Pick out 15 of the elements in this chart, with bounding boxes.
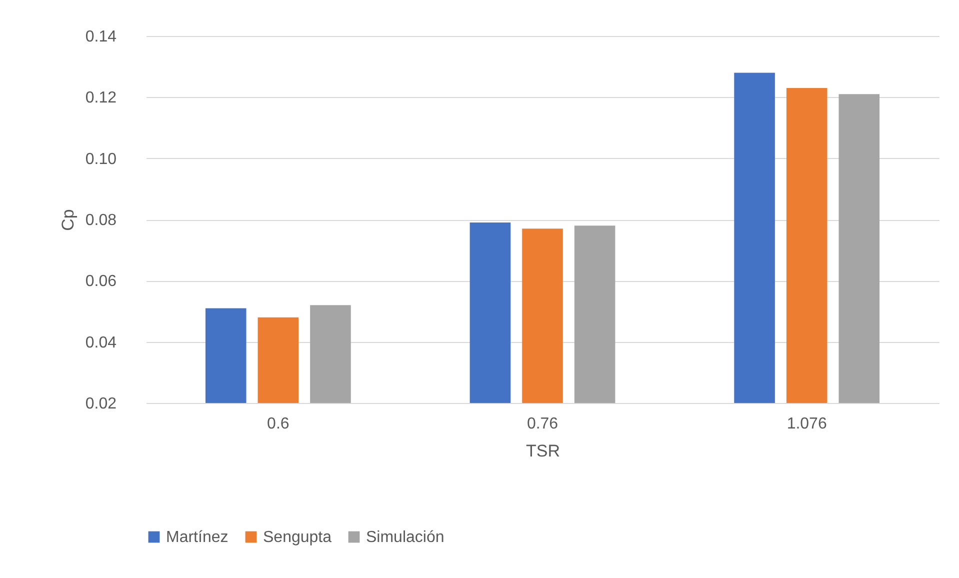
- legend-label: Simulación: [366, 529, 444, 546]
- x-tick-label: 0.6: [267, 416, 290, 432]
- legend-label: Sengupta: [263, 529, 332, 546]
- y-tick-label: 0.04: [85, 334, 117, 352]
- x-tick-label: 1.076: [786, 416, 827, 432]
- y-tick-label: 0.02: [85, 396, 117, 412]
- x-tick-label: 0.76: [526, 416, 558, 432]
- x-axis-title: TSR: [526, 442, 560, 460]
- y-tick-label: 0.14: [85, 28, 117, 46]
- y-axis-title: Cp: [58, 209, 78, 231]
- y-tick-label: 0.12: [85, 90, 117, 107]
- y-tick-label: 0.10: [85, 150, 117, 168]
- y-tick-label: 0.06: [85, 273, 117, 290]
- legend-label: Martínez: [166, 529, 228, 546]
- y-tick-label: 0.08: [85, 212, 117, 229]
